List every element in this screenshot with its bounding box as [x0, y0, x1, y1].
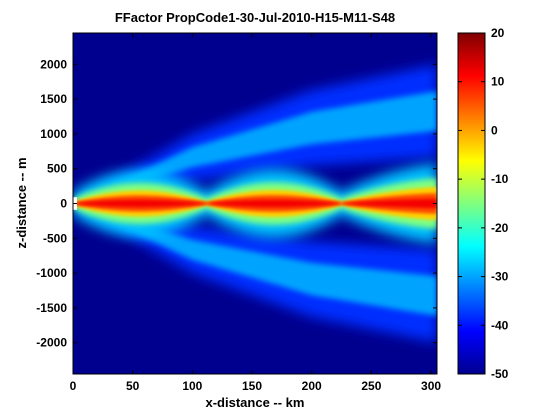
y-axis-ticks: -2000 -1500 -1000 -500 0 500 1000 1500 2000 [36, 57, 437, 350]
colorbar-tick-label: -10 [491, 172, 509, 186]
y-tick-label: -500 [43, 231, 67, 245]
colorbar-tick-label: -40 [491, 318, 509, 332]
colorbar-tick-label: -20 [491, 221, 509, 235]
x-tick-label: 250 [361, 379, 381, 393]
chart-title: FFactor PropCode1-30-Jul-2010-H15-M11-S4… [115, 10, 395, 25]
x-axis-label: x-distance -- km [206, 395, 305, 410]
colorbar-tick-label: 20 [491, 26, 505, 40]
y-tick-label: 500 [47, 162, 67, 176]
x-tick-label: 0 [70, 379, 77, 393]
y-tick-label: -1500 [36, 301, 67, 315]
x-axis-ticks: 0 50 100 150 200 250 300 [70, 33, 441, 393]
colorbar-ticks: 20 10 0 -10 -20 -30 -40 -50 [458, 26, 509, 381]
y-tick-label: 1500 [40, 92, 67, 106]
colorbar-tick-label: 0 [491, 123, 498, 137]
x-tick-label: 200 [302, 379, 322, 393]
x-tick-label: 300 [421, 379, 441, 393]
core-beam-peak [73, 198, 437, 209]
heatmap-beam-layers [73, 64, 437, 343]
y-tick-label: 1000 [40, 127, 67, 141]
colorbar [457, 32, 486, 375]
colorbar-tick-label: -50 [491, 367, 509, 381]
colorbar-tick-label: -30 [491, 270, 509, 284]
heatmap-plot [73, 33, 437, 374]
x-tick-label: 150 [242, 379, 262, 393]
y-tick-label: -2000 [36, 336, 67, 350]
y-tick-label: 2000 [40, 57, 67, 71]
x-tick-label: 50 [126, 379, 140, 393]
y-tick-label: 0 [60, 197, 67, 211]
colorbar-tick-label: 10 [491, 75, 505, 89]
y-tick-label: -1000 [36, 266, 67, 280]
x-tick-label: 100 [182, 379, 202, 393]
y-axis-label: z-distance -- m [14, 157, 29, 248]
